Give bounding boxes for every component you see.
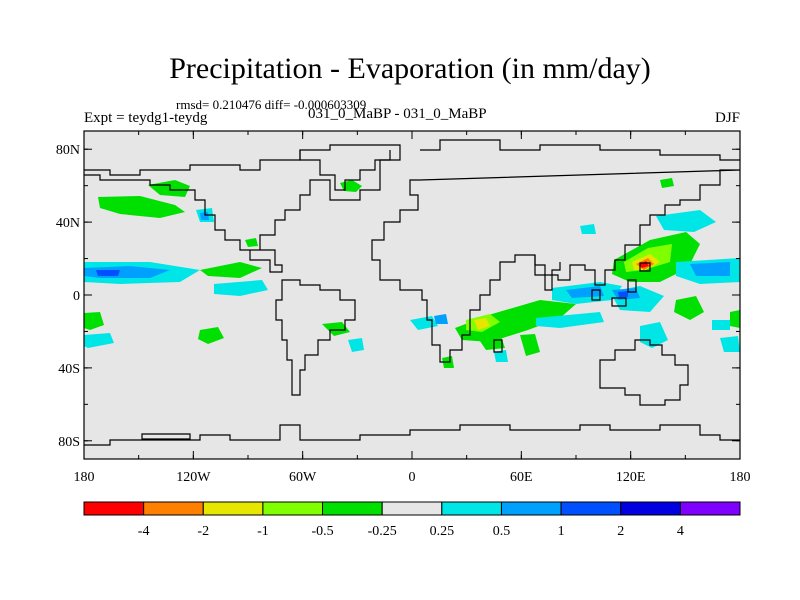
patch-blue <box>200 212 209 220</box>
colorbar-label: -1 <box>257 524 269 539</box>
patch-blue <box>690 262 730 276</box>
map-title: Precipitation - Evaporation (in mm/day) <box>169 52 651 85</box>
patch-cyan <box>720 336 740 352</box>
coast-south-america <box>275 279 356 396</box>
coast-japan <box>639 262 651 272</box>
coast-north-america <box>84 144 401 273</box>
coastlines <box>84 139 741 446</box>
patch-green <box>674 296 704 320</box>
patch-cyan <box>494 350 508 362</box>
colorbar-label: -4 <box>138 524 150 539</box>
lon-label: 60E <box>510 470 533 485</box>
patch-green <box>245 238 258 247</box>
experiment-label: Expt = teydg1-teydg <box>84 110 208 126</box>
patch-green <box>200 262 262 278</box>
colorbar-swatch <box>322 501 383 516</box>
lat-label: 80N <box>56 143 80 158</box>
patch-cyan <box>580 224 596 234</box>
patch-green <box>660 178 674 188</box>
patch-green <box>322 322 350 336</box>
patch-blue <box>566 286 604 298</box>
patch-yellow <box>474 318 490 330</box>
colorbar-swatch <box>83 501 145 516</box>
colorbar-label: 0.5 <box>493 524 511 539</box>
colorbar-swatch <box>381 501 443 516</box>
lat-label: 40S <box>58 362 80 377</box>
colorbar-swatch <box>500 501 562 516</box>
colorbar-swatch <box>560 501 622 516</box>
patch-green <box>730 310 740 328</box>
colorbar-swatch <box>143 501 204 516</box>
patch-green <box>478 334 505 350</box>
colorbar-label: 1 <box>558 524 565 539</box>
colorbar-swatch <box>262 501 324 516</box>
lat-label: 40N <box>56 216 80 231</box>
colorbar-swatch <box>441 501 502 516</box>
anomaly-patches <box>84 178 740 368</box>
lon-label: 60W <box>289 470 317 485</box>
patch-darkblue <box>618 291 628 297</box>
coast-australia <box>599 339 689 406</box>
patch-green <box>148 180 190 197</box>
colorbar-swatch <box>679 501 741 516</box>
colorbar-swatch <box>202 501 264 516</box>
coast-antarctica <box>84 424 740 446</box>
patch-cyan <box>214 280 268 296</box>
case-label: 031_0_MaBP - 031_0_MaBP <box>308 106 487 122</box>
frame-ticks <box>83 131 741 459</box>
patch-cyan <box>84 333 114 348</box>
coast-antarctica-shelf <box>141 433 191 440</box>
patch-darkblue <box>96 270 120 276</box>
colorbar-label: 0.25 <box>430 524 455 539</box>
lon-label: 120W <box>176 470 211 485</box>
lon-label: 180 <box>74 470 95 485</box>
axis-labels: 80N 40N 0 40S 80S 180 120W 60W 0 60E 120E 180 <box>56 143 751 485</box>
patch-green <box>520 334 540 356</box>
lon-label: 0 <box>409 470 416 485</box>
patch-cyan <box>536 312 604 328</box>
stats-line: rmsd= 0.210476 diff= -0.000603309 <box>176 97 367 112</box>
coast-eurasia-africa <box>371 139 741 363</box>
lat-label: 0 <box>73 289 80 304</box>
colorbar: -4 -2 -1 -0.5 -0.25 0.25 0.5 1 2 4 <box>83 501 741 539</box>
coast-greenland <box>299 150 391 191</box>
lon-label: 120E <box>616 470 646 485</box>
coast-india <box>534 255 561 291</box>
patch-green <box>455 300 576 342</box>
colorbar-swatch <box>620 501 681 516</box>
patch-blue <box>434 314 448 324</box>
colorbar-label: -0.25 <box>368 524 397 539</box>
patch-cyan <box>712 320 730 330</box>
patch-cyan <box>656 210 716 232</box>
patch-green <box>84 312 104 330</box>
patch-green <box>98 196 185 218</box>
lon-label: 180 <box>730 470 751 485</box>
patch-green <box>198 327 224 344</box>
coast-madagascar <box>493 339 503 353</box>
coast-islands <box>591 279 637 307</box>
patch-cyan <box>348 338 364 352</box>
patch-cyan <box>640 322 668 348</box>
colorbar-label: -0.5 <box>311 524 333 539</box>
colorbar-label: 2 <box>617 524 624 539</box>
colorbar-label: 4 <box>677 524 684 539</box>
colorbar-label: -2 <box>197 524 209 539</box>
season-label: DJF <box>714 110 740 126</box>
lat-label: 80S <box>58 435 80 450</box>
